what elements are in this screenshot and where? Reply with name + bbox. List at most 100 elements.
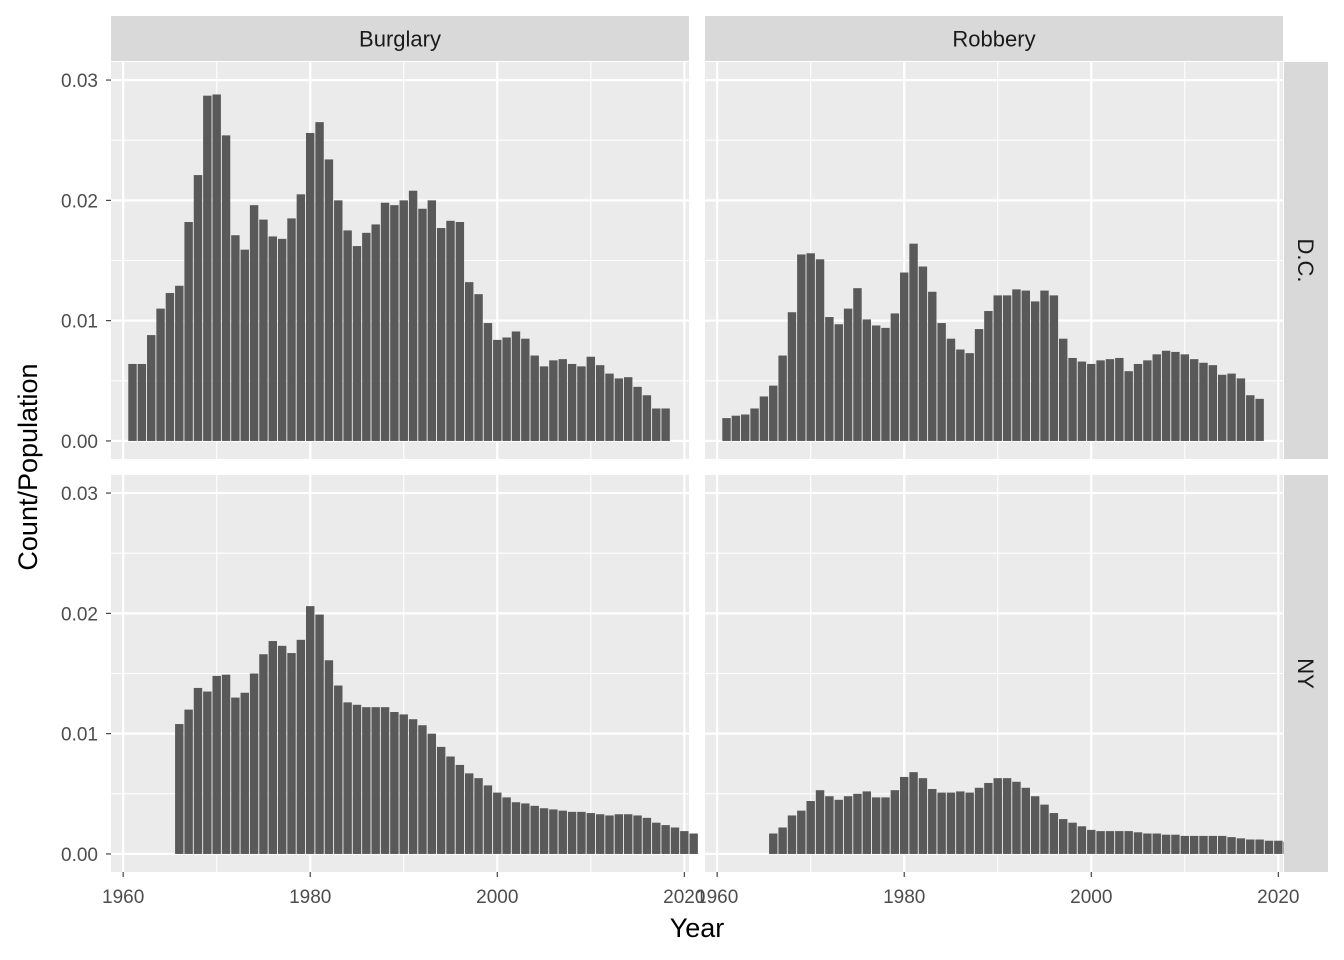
y-tick-label: 0.00 xyxy=(61,432,98,453)
panel-dc-robbery xyxy=(705,62,1283,459)
strip-dc xyxy=(1284,62,1328,459)
bar xyxy=(474,294,483,441)
bar xyxy=(147,335,156,441)
bar xyxy=(769,385,778,441)
bar xyxy=(900,776,909,854)
bar xyxy=(993,778,1002,854)
bar xyxy=(1246,395,1255,441)
bar xyxy=(815,790,825,854)
bar xyxy=(862,319,872,441)
bar xyxy=(362,232,371,441)
bar xyxy=(502,797,511,854)
bar xyxy=(965,353,974,441)
bar xyxy=(390,205,399,441)
bar xyxy=(399,200,408,441)
bar xyxy=(334,685,343,854)
bar xyxy=(1143,833,1152,854)
bar xyxy=(455,764,465,854)
bar xyxy=(909,772,918,854)
bar xyxy=(1171,351,1180,441)
y-axis-title: Count/Population xyxy=(13,363,43,570)
bar xyxy=(1255,398,1264,441)
bar xyxy=(1218,374,1227,441)
bar xyxy=(474,778,483,854)
bar xyxy=(465,282,474,441)
bar xyxy=(203,95,212,441)
bar xyxy=(928,291,937,441)
bar xyxy=(446,220,455,441)
axes-layer: Burglary Robbery D.C. NY 0.00 0.01 0.02 0.03 0.0… xyxy=(61,16,1328,908)
bar xyxy=(493,792,502,854)
bar xyxy=(1087,829,1096,854)
bar xyxy=(436,228,446,441)
x-tick-label: 1960 xyxy=(696,887,738,908)
bar xyxy=(642,817,652,854)
bar xyxy=(680,831,689,854)
bar xyxy=(797,254,806,441)
bar xyxy=(455,222,465,441)
bar xyxy=(586,813,596,854)
bar xyxy=(642,395,652,441)
bar xyxy=(175,724,184,854)
bar xyxy=(306,606,315,854)
bar xyxy=(418,208,427,441)
bar xyxy=(928,788,937,854)
bar xyxy=(1227,373,1236,441)
bar xyxy=(1133,363,1143,441)
bar xyxy=(937,792,946,854)
bar xyxy=(1077,361,1087,441)
bar xyxy=(595,814,605,854)
bar xyxy=(483,323,493,441)
strip-label-burglary: Burglary xyxy=(359,27,441,52)
bar xyxy=(586,356,596,441)
bar xyxy=(315,122,324,441)
bar xyxy=(343,230,352,441)
bar xyxy=(759,396,769,441)
bar xyxy=(539,366,549,441)
panel-dc-burglary xyxy=(111,62,689,459)
bar xyxy=(1171,834,1180,854)
bar xyxy=(722,418,731,441)
y-tick-label: 0.02 xyxy=(61,191,98,212)
bar xyxy=(984,782,993,854)
bar xyxy=(231,235,240,441)
y-tick-label: 0.00 xyxy=(61,845,98,866)
strip-burglary xyxy=(111,16,689,61)
bar xyxy=(624,814,633,854)
bar xyxy=(605,815,614,854)
bar xyxy=(1096,831,1105,854)
bar xyxy=(521,338,530,441)
bar xyxy=(605,373,614,441)
bar xyxy=(324,660,334,854)
bar xyxy=(511,802,521,854)
x-tick-label: 1960 xyxy=(102,887,144,908)
bar xyxy=(1264,840,1274,854)
bar xyxy=(797,810,806,854)
bar xyxy=(881,327,890,441)
bar xyxy=(1152,833,1161,854)
bar xyxy=(156,308,165,441)
strip-ny xyxy=(1284,475,1328,872)
bar xyxy=(806,253,815,441)
bar xyxy=(806,801,815,854)
bar xyxy=(595,365,605,441)
bar xyxy=(1087,363,1096,441)
bar xyxy=(212,94,221,441)
bar xyxy=(175,285,184,441)
bar xyxy=(787,815,797,854)
bar xyxy=(1105,831,1115,854)
bar xyxy=(1208,835,1218,854)
bar xyxy=(567,811,577,854)
bar xyxy=(315,614,324,854)
bar xyxy=(890,790,900,854)
bar xyxy=(984,311,993,441)
bar xyxy=(1180,835,1190,854)
bar xyxy=(1077,826,1087,854)
bar xyxy=(549,360,558,441)
bar xyxy=(993,295,1002,441)
bar xyxy=(511,331,521,441)
bar xyxy=(778,355,787,441)
bar xyxy=(436,746,446,854)
bar xyxy=(193,687,203,854)
bar xyxy=(231,697,240,854)
